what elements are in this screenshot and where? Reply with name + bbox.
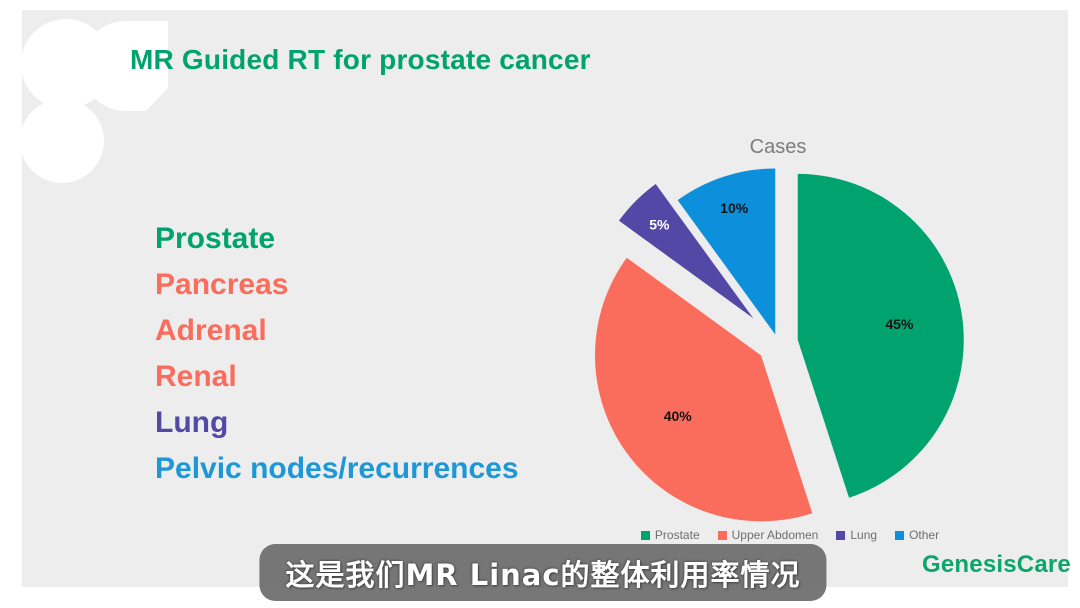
indication-item-pancreas: Pancreas — [155, 268, 289, 301]
genesiscare-logo-mark — [20, 19, 168, 183]
pie-slice-value-label: 10% — [720, 200, 749, 216]
legend-swatch — [717, 530, 727, 540]
legend-swatch — [640, 530, 650, 540]
legend-label: Other — [909, 528, 940, 542]
legend-label: Lung — [850, 528, 878, 542]
chart-title: Cases — [749, 136, 807, 158]
indication-item-renal: Renal — [155, 360, 237, 393]
subtitle-bar: 这是我们MR Linac的整体利用率情况 — [259, 544, 827, 601]
indication-item-pelvic-nodes-recurrences: Pelvic nodes/recurrences — [155, 452, 519, 485]
indication-item-adrenal: Adrenal — [155, 314, 267, 347]
pie-slice-value-label: 5% — [649, 216, 670, 232]
indication-list: Prostate Pancreas Adrenal Renal Lung Pelvic n… — [155, 216, 519, 492]
legend-item-upper-abdomen: Upper Abdomen — [717, 528, 819, 542]
subtitle-text: 这是我们MR Linac的整体利用率情况 — [285, 557, 801, 592]
legend-label: Prostate — [654, 528, 700, 542]
pie-slice-prostate — [797, 173, 964, 498]
brand-wordmark: GenesisCare — [922, 551, 1071, 578]
pie-slice-upper-abdomen — [595, 257, 813, 522]
slide-title: MR Guided RT for prostate cancer — [130, 44, 591, 75]
legend-swatch — [836, 530, 846, 540]
pie-slice-value-label: 45% — [885, 316, 914, 332]
indication-item-prostate: Prostate — [155, 222, 276, 255]
legend-swatch — [895, 530, 905, 540]
pie-slice-value-label: 40% — [664, 408, 693, 424]
chart-legend: Prostate Upper Abdomen Lung Other — [600, 528, 980, 542]
pie-slice-other — [677, 168, 776, 335]
legend-item-prostate: Prostate — [640, 528, 700, 542]
legend-item-other: Other — [895, 528, 939, 542]
indication-item-lung: Lung — [155, 406, 229, 439]
legend-label: Upper Abdomen — [731, 528, 819, 542]
pie-slice-lung — [618, 183, 754, 319]
legend-item-lung: Lung — [836, 528, 877, 542]
